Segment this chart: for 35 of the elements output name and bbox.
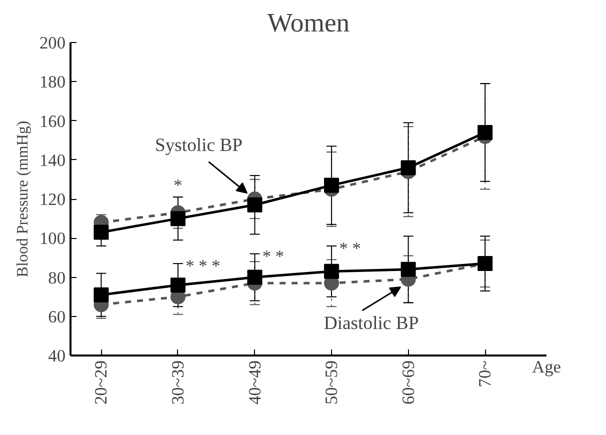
x-tick-label: 60~69 [398,360,418,405]
x-tick-label: 20~29 [92,360,111,405]
point [400,160,416,176]
annotation: * * [339,238,361,258]
x-tick-label: 70~ [476,360,495,388]
annotation: Systolic BP [154,134,243,156]
annotation: Diastolic BP [324,312,419,334]
y-tick-label: 80 [48,268,66,288]
annotation: * [174,176,182,196]
y-tick-label: 200 [40,34,66,52]
annotation: * * [262,246,284,266]
point [170,211,186,226]
point [324,264,340,279]
point [247,270,262,285]
x-tick-label: 40~49 [245,360,264,405]
point [478,124,493,140]
y-tick-label: 160 [40,112,66,131]
annotation: * * * [186,256,220,276]
chart-title: Women [267,8,350,38]
y-tick-label: 140 [40,150,66,170]
y-tick-label: 60 [48,307,66,326]
point [170,278,186,293]
point [94,224,109,240]
x-axis-title: Age [532,358,562,377]
y-tick-label: 100 [40,229,66,248]
y-tick-label: 180 [40,72,66,92]
x-tick-label: 30~39 [168,360,188,405]
point [247,197,262,212]
y-tick-label: 40 [48,346,66,366]
point [400,262,416,277]
x-tick-label: 50~59 [322,360,342,405]
y-tick-label: 120 [40,190,66,209]
y-axis-title: Blood Pressure (mmHg) [14,120,32,278]
point [94,287,109,302]
point [324,178,340,193]
